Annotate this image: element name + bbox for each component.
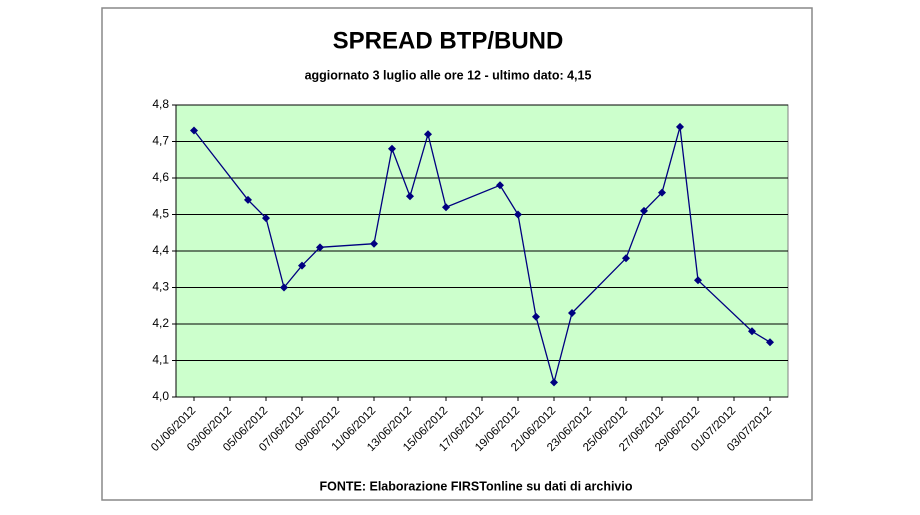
y-tick-label: 4,7 [152, 134, 169, 148]
data-point [622, 254, 630, 263]
data-point [514, 210, 522, 219]
data-point [190, 126, 198, 135]
data-point [424, 130, 432, 139]
data-point [388, 144, 396, 153]
chart-title: SPREAD BTP/BUND [333, 27, 564, 54]
y-tick-label: 4,0 [152, 389, 169, 403]
source-note: FONTE: Elaborazione FIRSTonline su dati … [320, 479, 633, 493]
data-point [766, 338, 774, 347]
data-point [316, 243, 324, 252]
data-point [280, 283, 288, 292]
y-tick-label: 4,5 [152, 207, 169, 221]
data-point [406, 192, 414, 201]
chart-subtitle: aggiornato 3 luglio alle ore 12 - ultimo… [305, 68, 592, 82]
data-point [442, 203, 450, 212]
data-point [658, 188, 666, 197]
y-tick-label: 4,3 [152, 280, 169, 294]
data-point [550, 378, 558, 387]
y-tick-label: 4,1 [152, 353, 169, 367]
data-point [676, 122, 684, 131]
data-point [694, 276, 702, 285]
data-point [298, 261, 306, 270]
data-point [532, 312, 540, 321]
data-point [496, 181, 504, 190]
data-point [640, 206, 648, 215]
y-tick-label: 4,4 [152, 243, 169, 257]
y-tick-label: 4,6 [152, 170, 169, 184]
data-point [568, 309, 576, 318]
data-point [262, 214, 270, 223]
data-point [370, 239, 378, 248]
y-tick-label: 4,8 [152, 97, 169, 111]
y-tick-label: 4,2 [152, 316, 169, 330]
data-point [244, 195, 252, 204]
data-point [748, 327, 756, 336]
